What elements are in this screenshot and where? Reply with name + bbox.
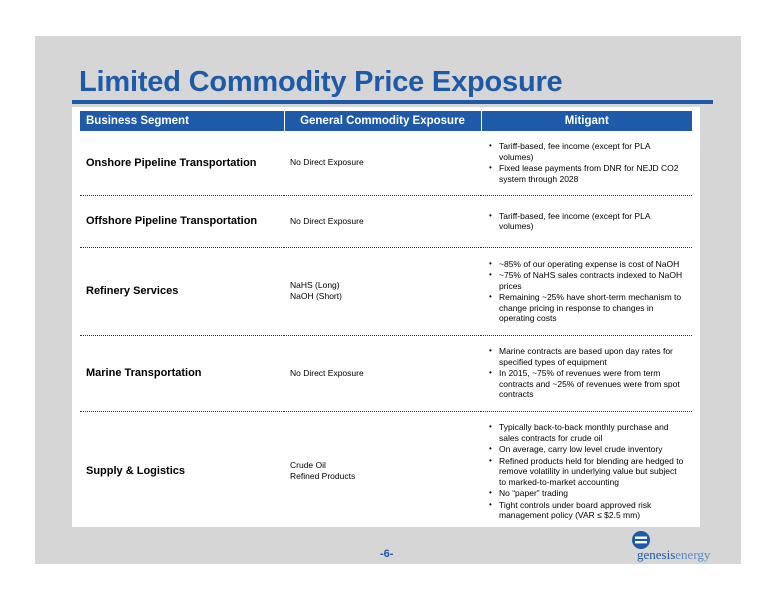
logo-text-light: energy — [675, 547, 711, 562]
mitigant-item: Refined products held for blending are h… — [489, 456, 686, 488]
mitigant-item: Tight controls under board approved risk… — [489, 500, 686, 521]
table-header-row: Business Segment General Commodity Expos… — [80, 111, 692, 131]
mitigant-item: Tariff-based, fee income (except for PLA… — [489, 211, 686, 232]
exposure-cell: No Direct Exposure — [284, 131, 481, 196]
table-row: Marine Transportation No Direct Exposure… — [80, 335, 692, 412]
page-title: Limited Commodity Price Exposure — [79, 66, 563, 98]
mitigant-list: Typically back-to-back monthly purchase … — [487, 422, 686, 521]
exposure-text: Crude Oil — [290, 460, 326, 471]
segment-name: Onshore Pipeline Transportation — [80, 131, 284, 196]
mitigant-cell: Marine contracts are based upon day rate… — [481, 335, 692, 412]
company-logo-text: genesisenergy — [637, 547, 710, 563]
mitigant-item: ~85% of our operating expense is cost of… — [489, 259, 686, 270]
exposure-cell: No Direct Exposure — [284, 335, 481, 412]
segment-name: Supply & Logistics — [86, 465, 186, 478]
segment-name: Refinery Services — [80, 247, 284, 336]
mitigant-item: Marine contracts are based upon day rate… — [489, 346, 686, 367]
mitigant-cell: Typically back-to-back monthly purchase … — [481, 411, 692, 531]
table-row: Onshore Pipeline Transportation No Direc… — [80, 131, 692, 196]
exposure-text: No Direct Exposure — [290, 215, 364, 226]
exposure-text: NaHS (Long) — [290, 280, 340, 290]
segment-name: Offshore Pipeline Transportation — [80, 195, 284, 248]
mitigant-item: Remaining ~25% have short-term mechanism… — [489, 292, 686, 324]
exposure-text: Refined Products — [290, 471, 356, 482]
exposure-text: No Direct Exposure — [290, 367, 364, 378]
mitigant-list: Tariff-based, fee income (except for PLA… — [487, 141, 686, 184]
header-mitigant: Mitigant — [480, 111, 692, 131]
mitigant-item: ~75% of NaHS sales contracts indexed to … — [489, 270, 686, 291]
exposure-text: No Direct Exposure — [290, 157, 364, 168]
exposure-cell: Crude Oil Refined Products — [284, 411, 481, 531]
mitigant-item: In 2015, ~75% of revenues were from term… — [489, 368, 686, 400]
header-business-segment: Business Segment — [80, 111, 284, 131]
mitigant-list: Marine contracts are based upon day rate… — [487, 346, 686, 400]
page-number: -6- — [380, 548, 394, 560]
mitigant-item: Tariff-based, fee income (except for PLA… — [489, 141, 686, 162]
table-row: Offshore Pipeline Transportation No Dire… — [80, 195, 692, 248]
mitigant-item: No “paper” trading — [489, 488, 686, 499]
table-panel: Business Segment General Commodity Expos… — [72, 107, 700, 527]
mitigant-item: Typically back-to-back monthly purchase … — [489, 422, 686, 443]
table-row: Refinery Services NaHS (Long) NaOH (Shor… — [80, 247, 692, 336]
table-row: Supply & Logistics Crude Oil Refined Pro… — [80, 411, 692, 531]
mitigant-item: On average, carry low level crude invent… — [489, 444, 686, 455]
logo-text-main: genesis — [637, 547, 676, 562]
title-underline — [72, 100, 713, 104]
mitigant-item: Fixed lease payments from DNR for NEJD C… — [489, 163, 686, 184]
commodity-exposure-table: Business Segment General Commodity Expos… — [80, 111, 692, 531]
exposure-text: NaOH (Short) — [290, 291, 342, 301]
genesis-e-logo-icon — [628, 530, 654, 555]
exposure-cell: No Direct Exposure — [284, 195, 481, 248]
mitigant-cell: Tariff-based, fee income (except for PLA… — [481, 131, 692, 196]
logo-mark-svg — [632, 531, 650, 549]
mitigant-list: Tariff-based, fee income (except for PLA… — [487, 211, 686, 232]
mitigant-cell: ~85% of our operating expense is cost of… — [481, 247, 692, 336]
header-general-commodity-exposure: General Commodity Exposure — [283, 111, 481, 131]
mitigant-list: ~85% of our operating expense is cost of… — [487, 259, 686, 324]
segment-name: Marine Transportation — [80, 335, 284, 412]
mitigant-cell: Tariff-based, fee income (except for PLA… — [481, 195, 692, 248]
exposure-cell: NaHS (Long) NaOH (Short) — [284, 247, 481, 336]
